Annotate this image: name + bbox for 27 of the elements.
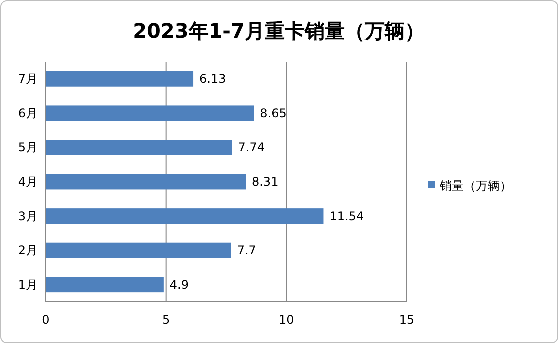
bar bbox=[46, 140, 232, 156]
chart-title: 2023年1-7月重卡销量（万辆） bbox=[133, 19, 425, 43]
bar bbox=[46, 208, 324, 224]
data-label: 7.74 bbox=[238, 140, 265, 155]
y-tick-label: 5月 bbox=[18, 140, 38, 155]
bar bbox=[46, 277, 164, 293]
data-label: 6.13 bbox=[200, 72, 226, 86]
bar bbox=[46, 174, 246, 190]
y-tick-label: 7月 bbox=[18, 72, 38, 86]
bar bbox=[46, 106, 254, 122]
bar bbox=[46, 242, 232, 258]
data-label: 8.31 bbox=[252, 175, 279, 189]
y-tick-label: 3月 bbox=[18, 209, 38, 224]
x-tick-label: 5 bbox=[162, 313, 170, 327]
x-tick-label: 0 bbox=[42, 313, 50, 327]
x-tick-label: 15 bbox=[399, 313, 415, 327]
data-label: 4.9 bbox=[170, 278, 190, 292]
x-tick-label: 10 bbox=[279, 313, 294, 327]
y-tick-label: 6月 bbox=[18, 106, 38, 120]
legend-label: 销量（万辆） bbox=[439, 179, 512, 193]
data-label: 11.54 bbox=[330, 209, 364, 224]
data-label: 8.65 bbox=[260, 106, 287, 120]
y-tick-label: 1月 bbox=[18, 278, 38, 292]
y-tick-label: 2月 bbox=[18, 244, 38, 258]
y-tick-label: 4月 bbox=[18, 175, 38, 189]
bar bbox=[46, 71, 194, 87]
data-label: 7.7 bbox=[237, 244, 256, 258]
